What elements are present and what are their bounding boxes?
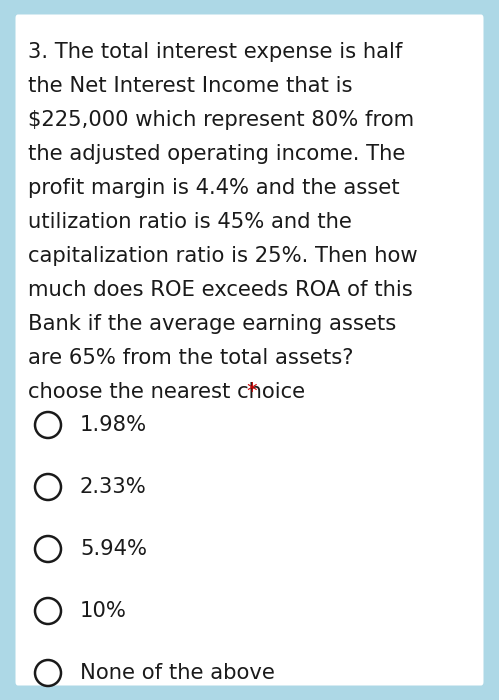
Text: None of the above: None of the above <box>80 663 275 683</box>
Text: are 65% from the total assets?: are 65% from the total assets? <box>28 348 353 368</box>
Text: profit margin is 4.4% and the asset: profit margin is 4.4% and the asset <box>28 178 400 198</box>
Text: the adjusted operating income. The: the adjusted operating income. The <box>28 144 405 164</box>
Text: utilization ratio is 45% and the: utilization ratio is 45% and the <box>28 212 352 232</box>
Text: 2.33%: 2.33% <box>80 477 147 497</box>
Text: the Net Interest Income that is: the Net Interest Income that is <box>28 76 352 96</box>
Text: 1.98%: 1.98% <box>80 415 147 435</box>
Text: *: * <box>247 382 257 402</box>
Text: much does ROE exceeds ROA of this: much does ROE exceeds ROA of this <box>28 280 413 300</box>
Text: 10%: 10% <box>80 601 127 621</box>
Text: 3. The total interest expense is half: 3. The total interest expense is half <box>28 42 402 62</box>
Text: $225,000 which represent 80% from: $225,000 which represent 80% from <box>28 110 414 130</box>
Text: Bank if the average earning assets: Bank if the average earning assets <box>28 314 396 334</box>
Text: choose the nearest choice: choose the nearest choice <box>28 382 312 402</box>
Text: capitalization ratio is 25%. Then how: capitalization ratio is 25%. Then how <box>28 246 418 266</box>
Text: 5.94%: 5.94% <box>80 539 147 559</box>
